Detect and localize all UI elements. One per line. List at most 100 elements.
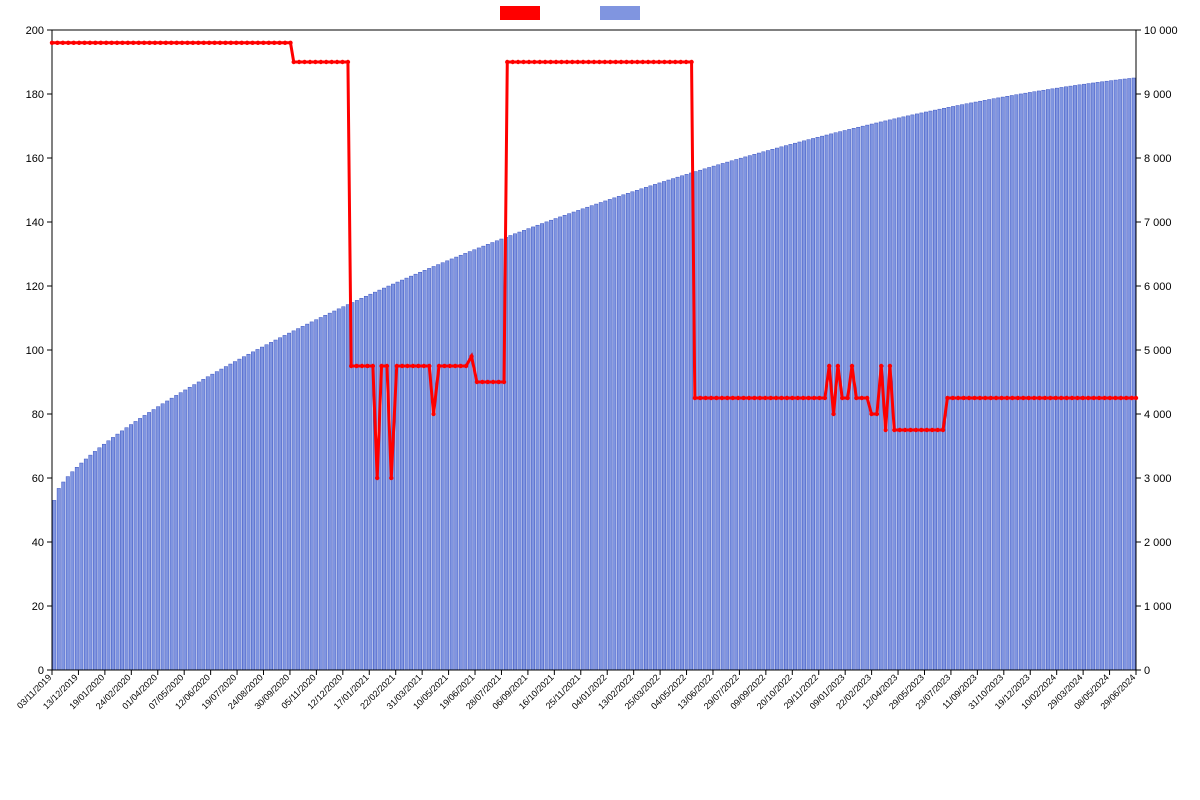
bar (202, 379, 205, 670)
bar (793, 143, 796, 670)
bar (748, 156, 751, 670)
line-marker (1070, 396, 1074, 400)
line-marker (597, 60, 601, 64)
bar (1096, 82, 1099, 670)
line-marker (389, 476, 393, 480)
bar (667, 180, 670, 670)
bar (220, 369, 223, 670)
bar (1109, 81, 1112, 670)
line-marker (725, 396, 729, 400)
line-marker (1054, 396, 1058, 400)
bar (707, 167, 710, 670)
line-marker (925, 428, 929, 432)
bar (802, 141, 805, 670)
bar (577, 210, 580, 670)
bar (735, 159, 738, 670)
line-marker (903, 428, 907, 432)
bar (1019, 94, 1022, 670)
line-marker (956, 396, 960, 400)
y-right-tick-label: 8 000 (1144, 153, 1172, 165)
bar (369, 294, 372, 670)
line-marker (104, 41, 108, 45)
bar (473, 250, 476, 670)
line-marker (860, 396, 864, 400)
bar (929, 111, 932, 670)
line-marker (532, 60, 536, 64)
bar (599, 202, 602, 670)
line-marker (324, 60, 328, 64)
bar (360, 298, 363, 670)
line-marker (77, 41, 81, 45)
bar (522, 230, 525, 670)
bar (1010, 95, 1013, 670)
bar (915, 114, 918, 670)
bar (838, 132, 841, 670)
line-marker (292, 60, 296, 64)
bar (635, 190, 638, 670)
line-marker (951, 396, 955, 400)
line-marker (1064, 396, 1068, 400)
bar (586, 207, 589, 670)
line-marker (967, 396, 971, 400)
line-marker (277, 41, 281, 45)
line-marker (1005, 396, 1009, 400)
y-right-tick-label: 1 000 (1144, 601, 1172, 613)
line-marker (442, 364, 446, 368)
line-marker (245, 41, 249, 45)
line-marker (565, 60, 569, 64)
line-marker (335, 60, 339, 64)
line-marker (486, 380, 490, 384)
bar (644, 187, 647, 670)
bar (75, 467, 78, 670)
bar (766, 151, 769, 670)
bar (147, 412, 150, 670)
line-marker (491, 380, 495, 384)
line-marker (586, 60, 590, 64)
bar (179, 393, 182, 670)
bar (247, 354, 250, 670)
line-marker (850, 364, 854, 368)
bar (1033, 92, 1036, 670)
bar (346, 305, 349, 670)
bar (902, 117, 905, 670)
bar (545, 222, 548, 670)
y-left-tick-label: 100 (26, 345, 44, 357)
bar (671, 179, 674, 670)
bar (1105, 81, 1108, 670)
line-marker (349, 364, 353, 368)
line-marker (502, 380, 506, 384)
line-marker (559, 60, 563, 64)
bar (278, 338, 281, 670)
line-marker (431, 412, 435, 416)
line-marker (50, 41, 54, 45)
bar (464, 253, 467, 670)
line-marker (267, 41, 271, 45)
bar (111, 437, 114, 670)
bar (649, 186, 652, 670)
line-marker (346, 60, 350, 64)
bar (93, 451, 96, 670)
line-marker (790, 396, 794, 400)
bar (757, 153, 760, 670)
y-right-tick-label: 6 000 (1144, 281, 1172, 293)
bar (1114, 80, 1117, 670)
line-marker (109, 41, 113, 45)
bar (486, 244, 489, 670)
line-marker (411, 364, 415, 368)
bar (423, 270, 426, 670)
line-marker (360, 364, 364, 368)
bar (947, 107, 950, 670)
bar (468, 252, 471, 670)
bar (744, 157, 747, 670)
line-marker (941, 428, 945, 432)
bar (269, 342, 272, 670)
bar (283, 335, 286, 670)
line-marker (641, 60, 645, 64)
line-marker (935, 428, 939, 432)
line-marker (61, 41, 65, 45)
line-marker (1124, 396, 1128, 400)
bar (396, 282, 399, 670)
line-marker (1129, 396, 1133, 400)
bar (988, 100, 991, 670)
line-marker (538, 60, 542, 64)
